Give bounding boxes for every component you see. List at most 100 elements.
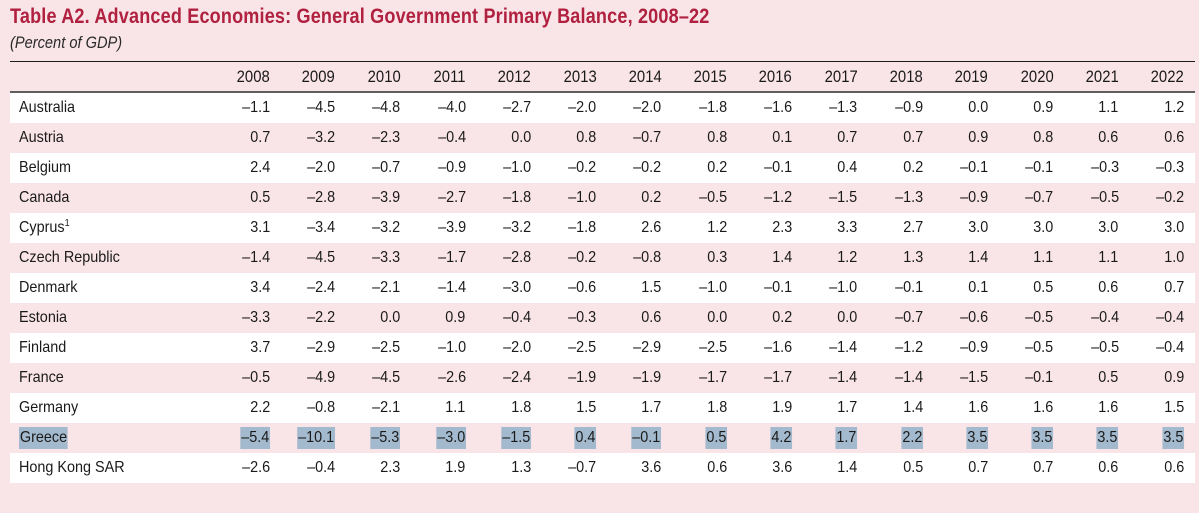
value-text: –1.3 [829,99,858,117]
value-text: –0.8 [633,248,662,266]
value-cell: 1.9 [737,392,804,423]
value-text: –2.3 [372,128,401,146]
label-column-header [10,63,216,93]
year-header-2021: 2021 [1064,63,1129,93]
value-text: 2.3 [772,218,793,236]
value-text: 2.2 [900,426,923,449]
value-text: 1.7 [837,398,858,416]
value-text: –2.5 [372,338,401,356]
value-text: –0.5 [1025,308,1054,326]
value-cell: –3.2 [280,122,347,153]
value-text: 3.5 [1031,426,1054,449]
value-cell: 1.0 [1129,242,1195,273]
value-cell: 0.7 [999,452,1065,483]
value-cell: 0.0 [346,302,412,333]
value-cell: –3.9 [411,212,477,243]
value-text: 1.2 [1163,99,1184,117]
value-cell: 3.5 [1129,422,1195,453]
value-text: 0.7 [249,128,270,146]
year-header-label: 2012 [497,67,531,86]
value-text: –1.8 [568,218,597,236]
value-cell: –1.3 [868,182,934,213]
value-text: 0.8 [706,128,727,146]
value-cell: –4.5 [280,92,347,123]
value-text: –1.0 [502,158,531,176]
value-text: –1.4 [829,338,858,356]
value-text: –0.7 [894,308,923,326]
country-name-text: Germany [19,398,79,416]
value-cell: –0.7 [346,152,412,183]
value-text: 1.4 [772,248,793,266]
value-cell: –3.4 [280,212,347,243]
value-text: 0.2 [772,308,793,326]
value-text: 3.6 [641,458,662,476]
value-text: 0.6 [1163,458,1184,476]
value-text: 1.3 [510,458,531,476]
value-cell: 3.6 [737,452,804,483]
value-cell: –1.5 [803,182,869,213]
value-cell: 0.2 [672,152,738,183]
value-cell: –5.4 [215,422,281,453]
year-header-label: 2010 [367,67,401,86]
value-text: –0.5 [1025,338,1054,356]
value-cell: –1.9 [607,362,673,393]
value-cell: 1.5 [607,272,673,303]
value-cell: 1.6 [999,392,1065,423]
value-text: –5.4 [239,426,270,449]
value-cell: –3.2 [476,212,542,243]
value-text: 1.7 [641,398,662,416]
value-text: 3.0 [968,218,989,236]
value-text: –2.4 [502,368,531,386]
value-cell: 1.8 [672,392,738,423]
country-name-text: Austria [19,128,64,146]
value-cell: –1.6 [737,92,804,123]
table-row: Czech Republic –1.4 –4.5 –3.3 –1.7 –2.8 –0.2 –0… [10,242,1195,273]
value-text: 0.5 [249,188,270,206]
value-text: 1.1 [445,398,466,416]
value-cell: 1.5 [541,392,608,423]
value-text: 1.5 [1163,398,1184,416]
value-cell: –1.0 [672,272,738,303]
value-cell: 1.6 [1064,392,1130,423]
value-cell: 0.2 [607,182,673,213]
value-cell: 3.3 [803,212,869,243]
value-text: –3.0 [502,278,531,296]
value-cell: –3.3 [346,242,412,273]
top-rule [10,61,1195,62]
value-cell: –1.8 [541,212,608,243]
value-cell: –0.7 [868,302,934,333]
value-text: 0.5 [705,426,727,449]
value-text: 0.8 [576,128,597,146]
value-cell: 2.6 [607,212,673,243]
value-text: 1.5 [641,278,662,296]
clipped-cell [803,482,869,513]
value-text: –1.5 [501,426,531,449]
value-cell: –0.1 [999,362,1065,393]
country-name: Belgium [19,159,71,177]
value-cell: –3.3 [215,302,281,333]
table-row: Austria 0.7 –3.2 –2.3 –0.4 0.0 0.8 –0.7 0.8 0.1 0.… [10,122,1195,153]
value-cell: –0.6 [933,302,1000,333]
value-text: 0.1 [968,278,989,296]
country-name-text: Czech Republic [19,248,120,266]
value-text: –5.3 [370,426,401,449]
value-cell: –5.3 [346,422,412,453]
value-cell: –0.1 [737,272,804,303]
value-text: 0.9 [968,128,989,146]
value-cell: 2.4 [215,152,281,183]
value-text: –0.7 [568,458,597,476]
country-name-text: Denmark [19,278,78,296]
value-cell: 0.5 [868,452,934,483]
value-text: –2.0 [307,158,336,176]
value-cell: 0.3 [672,242,738,273]
table-row-clipped [10,482,1195,513]
value-cell: 0.5 [1064,362,1130,393]
country-name-text: Cyprus [19,218,65,236]
value-cell: –0.5 [999,332,1065,363]
value-cell: 3.0 [933,212,1000,243]
table-row: Greece –5.4 –10.1 –5.3 –3.0 –1.5 0.4 –0.1 0.5 4.2… [10,422,1195,453]
value-cell: –0.2 [1129,182,1195,213]
value-text: –0.6 [960,308,989,326]
value-text: –1.7 [437,248,466,266]
value-cell: –0.1 [999,152,1065,183]
